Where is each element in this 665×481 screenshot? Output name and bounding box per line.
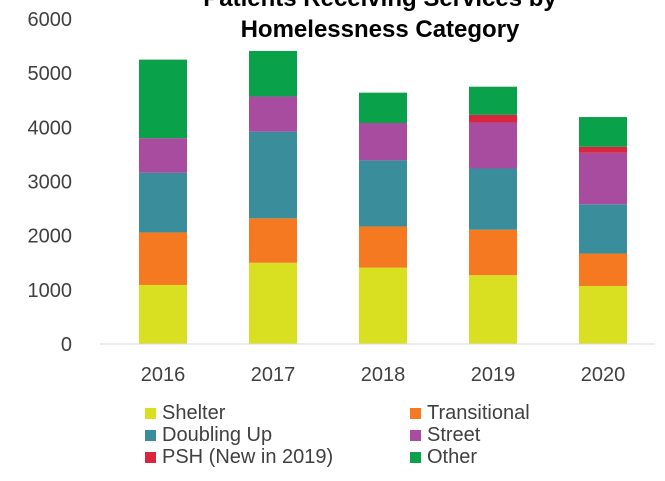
legend-swatch (145, 407, 156, 419)
bar-segment-street-2020 (579, 152, 627, 205)
legend: Shelter Transitional Doubling Up Street PSH … (145, 400, 625, 480)
chart-title: Patients Receiving Services by Homelessn… (203, 0, 557, 43)
bar-segment-other-2016 (139, 59, 187, 139)
bar-segment-street-2017 (249, 96, 297, 132)
legend-label: Doubling Up (162, 423, 273, 446)
bar-segment-psh-new-in-2019-2020 (579, 146, 627, 153)
bar-segment-other-2020 (579, 117, 627, 147)
y-axis: 0 1000 2000 3000 4000 5000 6000 (28, 9, 73, 356)
y-tick-label: 4000 (28, 117, 73, 139)
legend-item: Doubling Up (145, 424, 272, 446)
bar-segment-other-2018 (359, 92, 407, 123)
legend-item: Shelter (145, 402, 225, 424)
legend-label: Transitional (427, 401, 530, 424)
chart: Patients Receiving Services by Homelessn… (28, 0, 655, 386)
chart-title-line-2: Homelessness Category (241, 16, 520, 43)
chart-title-line-1: Patients Receiving Services by (203, 0, 557, 12)
x-tick-label: 2018 (361, 364, 406, 386)
bar-segment-other-2017 (249, 50, 297, 97)
y-tick-label: 0 (61, 334, 72, 356)
bar-segment-transitional-2019 (469, 229, 517, 276)
bar-segment-shelter-2020 (579, 286, 627, 344)
legend-swatch (410, 429, 421, 441)
legend-swatch (145, 451, 156, 463)
y-tick-label: 5000 (28, 63, 73, 85)
bars (139, 50, 627, 344)
x-axis: 2016 2017 2018 2019 2020 (141, 364, 626, 386)
bar-segment-shelter-2016 (139, 284, 187, 344)
bar-segment-doubling-up-2017 (249, 131, 297, 219)
bar-segment-transitional-2020 (579, 253, 627, 287)
x-tick-label: 2016 (141, 364, 186, 386)
x-tick-label: 2020 (581, 364, 626, 386)
bar-segment-doubling-up-2018 (359, 160, 407, 227)
x-tick-label: 2017 (251, 364, 296, 386)
bar-segment-other-2019 (469, 86, 517, 115)
legend-label: Shelter (162, 401, 226, 424)
legend-swatch (145, 429, 156, 441)
bar-segment-doubling-up-2019 (469, 168, 517, 230)
bar-segment-transitional-2018 (359, 226, 407, 268)
bar-segment-doubling-up-2016 (139, 172, 187, 233)
bar-segment-shelter-2018 (359, 267, 407, 344)
legend-swatch (410, 407, 421, 419)
legend-item: Transitional (410, 402, 530, 424)
bar-segment-psh-new-in-2019-2019 (469, 114, 517, 123)
y-tick-label: 2000 (28, 226, 73, 248)
bar-segment-street-2019 (469, 122, 517, 169)
bar-segment-street-2016 (139, 138, 187, 173)
legend-item: PSH (New in 2019) (145, 446, 333, 468)
legend-label: Street (427, 423, 481, 446)
y-tick-label: 6000 (28, 9, 73, 31)
legend-item: Street (410, 424, 480, 446)
bar-segment-transitional-2016 (139, 232, 187, 285)
legend-swatch (410, 451, 421, 463)
bar-segment-transitional-2017 (249, 218, 297, 263)
legend-label: Other (427, 445, 478, 468)
y-tick-label: 3000 (28, 172, 73, 194)
bar-segment-doubling-up-2020 (579, 204, 627, 254)
legend-item: Other (410, 446, 477, 468)
bar-segment-shelter-2019 (469, 275, 517, 344)
legend-label: PSH (New in 2019) (162, 445, 334, 468)
bar-segment-shelter-2017 (249, 262, 297, 344)
bar-segment-street-2018 (359, 123, 407, 161)
x-tick-label: 2019 (471, 364, 516, 386)
y-tick-label: 1000 (28, 280, 73, 302)
